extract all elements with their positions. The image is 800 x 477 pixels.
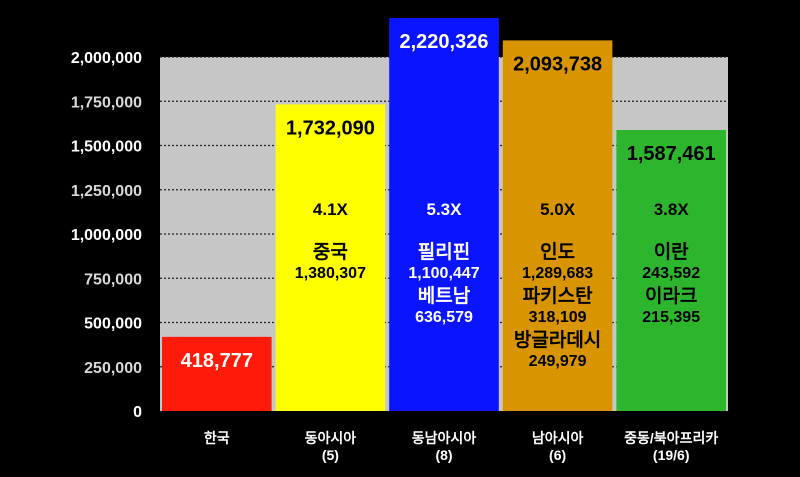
y-tick-label: 0 xyxy=(133,404,142,421)
y-tick-label: 1,000,000 xyxy=(71,227,142,244)
multiplier-label: 5.0X xyxy=(540,200,576,219)
country-value: 1,100,447 xyxy=(408,265,479,282)
multiplier-label: 3.8X xyxy=(654,200,690,219)
x-tick-sublabel: (8) xyxy=(435,447,452,463)
y-tick-label: 500,000 xyxy=(84,316,142,333)
bar-value-label: 2,220,326 xyxy=(400,31,489,53)
country-value: 249,979 xyxy=(529,353,587,370)
country-name: 방글라데시 xyxy=(514,329,601,351)
x-tick-label: 동아시아 xyxy=(305,430,357,446)
x-tick-label: 동남아시아 xyxy=(412,430,477,446)
country-value: 243,592 xyxy=(642,265,700,282)
country-name: 인도 xyxy=(540,241,575,263)
y-tick-label: 1,750,000 xyxy=(71,94,142,111)
bar-value-label: 2,093,738 xyxy=(513,53,602,75)
y-tick-label: 1,250,000 xyxy=(71,183,142,200)
y-tick-label: 2,000,000 xyxy=(71,50,142,67)
x-tick-label: 중동/북아프리카 xyxy=(624,430,718,446)
bar-value-label: 1,587,461 xyxy=(627,143,716,165)
x-tick-sublabel: (19/6) xyxy=(653,447,690,463)
country-value: 636,579 xyxy=(415,309,473,326)
country-name: 베트남 xyxy=(418,285,471,307)
x-tick-label: 한국 xyxy=(204,430,230,446)
country-value: 1,380,307 xyxy=(295,265,366,282)
bar-1 xyxy=(162,336,272,411)
y-tick-label: 1,500,000 xyxy=(71,139,142,156)
bar-4 xyxy=(502,40,613,411)
multiplier-label: 4.1X xyxy=(313,200,349,219)
country-name: 파키스탄 xyxy=(523,285,593,307)
country-value: 1,289,683 xyxy=(522,265,593,282)
bar-5 xyxy=(616,130,726,411)
x-tick-label: 남아시아 xyxy=(532,430,584,446)
bar-2 xyxy=(275,104,386,411)
y-tick-label: 250,000 xyxy=(84,360,142,377)
country-value: 215,395 xyxy=(642,309,700,326)
multiplier-label: 5.3X xyxy=(427,200,463,219)
country-value: 318,109 xyxy=(529,309,587,326)
y-tick-label: 750,000 xyxy=(84,271,142,288)
bar-3 xyxy=(389,18,499,412)
country-name: 이란 xyxy=(654,241,689,263)
country-name: 중국 xyxy=(313,242,348,263)
bar-value-label: 418,777 xyxy=(181,350,253,372)
country-name: 이라크 xyxy=(645,285,697,307)
bar-value-label: 1,732,090 xyxy=(286,117,375,139)
x-tick-sublabel: (6) xyxy=(549,447,566,463)
country-name: 필리핀 xyxy=(418,241,470,263)
x-tick-sublabel: (5) xyxy=(322,447,339,463)
